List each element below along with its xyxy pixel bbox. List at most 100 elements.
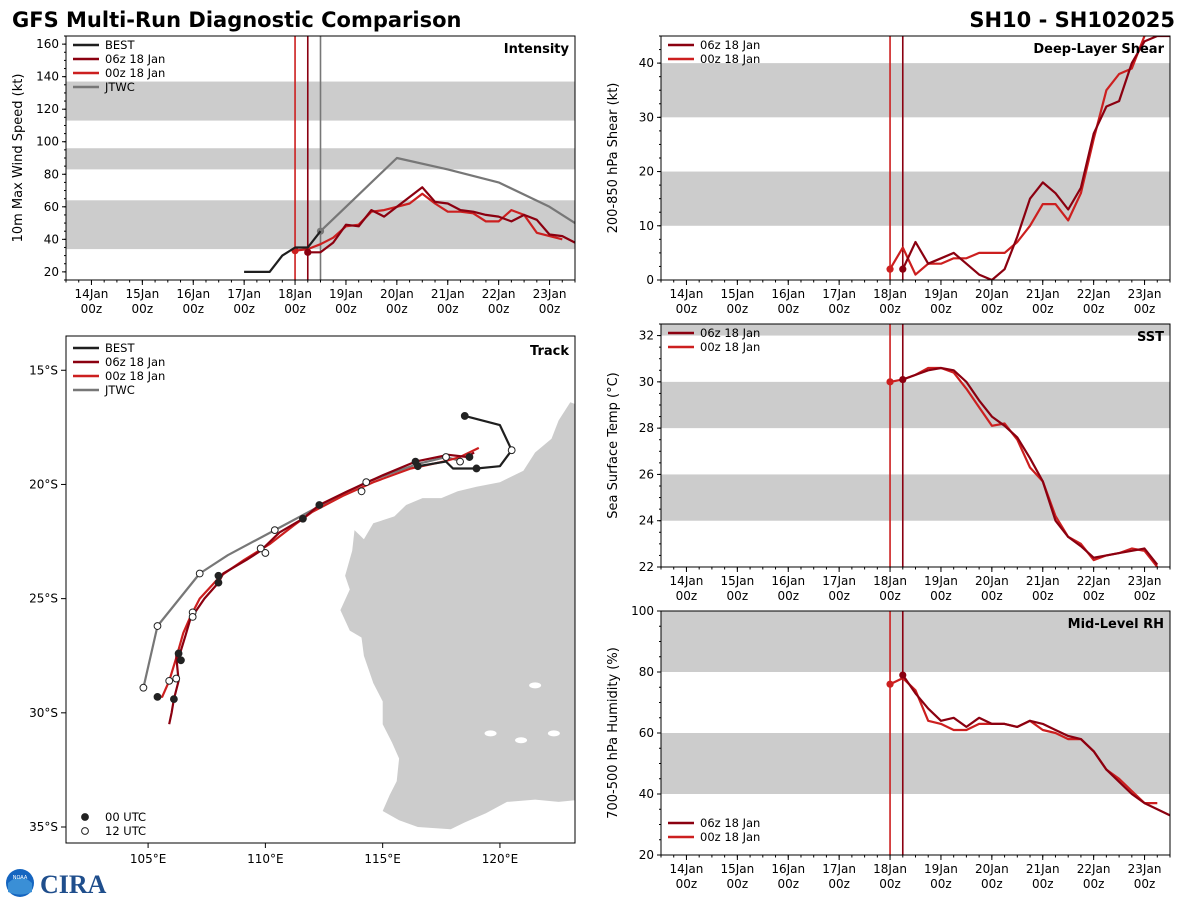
track-ytick-label: 15°S xyxy=(29,363,58,377)
rh-panel: 2040608010014Jan00z15Jan00z16Jan00z17Jan… xyxy=(606,604,1171,891)
shear-xtick-label-hour: 00z xyxy=(930,302,952,316)
intensity-plot-area xyxy=(66,36,575,280)
sst-xtick-label-hour: 00z xyxy=(981,589,1003,603)
track-legend-label: 00z 18 Jan xyxy=(105,369,165,383)
track-legend-label: JTWC xyxy=(104,383,135,397)
sst-panel: 22242628303214Jan00z15Jan00z16Jan00z17Ja… xyxy=(606,323,1171,603)
track-line-run06 xyxy=(168,451,475,725)
intensity-xtick-label-day: 19Jan xyxy=(329,287,363,301)
intensity-ytick-label: 160 xyxy=(36,37,59,51)
intensity-xtick-label-day: 18Jan xyxy=(278,287,312,301)
shear-band-0 xyxy=(661,171,1170,226)
salt-lake-0 xyxy=(529,682,542,689)
rh-xtick-label-day: 14Jan xyxy=(670,862,704,876)
sst-ytick-label: 30 xyxy=(639,375,654,389)
intensity-ytick-label: 80 xyxy=(44,167,59,181)
track-line-jtwc xyxy=(142,455,463,688)
intensity-xtick-label-hour: 00z xyxy=(539,302,561,316)
track-marker-00utc xyxy=(411,457,420,466)
track-ytick-label: 25°S xyxy=(29,592,58,606)
rh-xtick-label-hour: 00z xyxy=(1083,877,1105,891)
intensity-xtick-label-day: 15Jan xyxy=(125,287,159,301)
shear-title: Deep-Layer Shear xyxy=(1033,42,1164,57)
rh-title: Mid-Level RH xyxy=(1068,617,1164,632)
rh-xtick-label-day: 15Jan xyxy=(720,862,754,876)
track-marker-12utc xyxy=(507,446,516,455)
track-ytick-label: 35°S xyxy=(29,820,58,834)
rh-band-1 xyxy=(661,611,1170,672)
sst-xtick-label-day: 21Jan xyxy=(1026,574,1060,588)
rh-ylabel: 700-500 hPa Humidity (%) xyxy=(606,647,621,819)
shear-xtick-label-day: 19Jan xyxy=(924,287,958,301)
track-marker-12utc xyxy=(270,526,279,535)
shear-ytick-label: 20 xyxy=(639,165,654,179)
intensity-xtick-label-day: 21Jan xyxy=(431,287,465,301)
salt-lake-1 xyxy=(515,737,528,744)
intensity-legend-label: JTWC xyxy=(104,80,135,94)
rh-start-marker-run06 xyxy=(899,671,907,679)
cira-logo-text: CIRA xyxy=(40,870,107,899)
sst-xtick-label-hour: 00z xyxy=(879,589,901,603)
track-frame xyxy=(65,335,576,844)
rh-ytick-label: 40 xyxy=(639,787,654,801)
track-legend-marker xyxy=(81,827,89,835)
intensity-legend-label: 06z 18 Jan xyxy=(105,52,165,66)
track-legend-marker xyxy=(81,813,89,821)
track-marker-12utc xyxy=(195,569,204,578)
intensity-series-best xyxy=(244,230,322,273)
rh-band-0 xyxy=(661,733,1170,794)
noaa-logo-text: NOAA xyxy=(13,875,28,881)
track-ytick-label: 30°S xyxy=(29,706,58,720)
shear-start-marker-run00 xyxy=(886,265,894,273)
intensity-xtick-label-hour: 00z xyxy=(182,302,204,316)
rh-start-marker-run00 xyxy=(886,680,894,688)
track-legend-label: 06z 18 Jan xyxy=(105,355,165,369)
sst-ytick-label: 28 xyxy=(639,421,654,435)
track-xtick-label: 105°E xyxy=(130,852,167,866)
shear-ytick-label: 10 xyxy=(639,219,654,233)
track-xtick-label: 115°E xyxy=(364,852,401,866)
track-marker-12utc xyxy=(442,453,450,461)
intensity-xtick-label-hour: 00z xyxy=(437,302,459,316)
track-marker-00utc xyxy=(299,514,307,523)
rh-ytick-label: 80 xyxy=(639,665,654,679)
track-line-best xyxy=(417,414,513,470)
sst-xtick-label-hour: 00z xyxy=(676,589,698,603)
rh-xtick-label-hour: 00z xyxy=(676,877,698,891)
track-plot-area xyxy=(139,402,575,830)
shear-xtick-label-hour: 00z xyxy=(676,302,698,316)
intensity-xtick-label-day: 22Jan xyxy=(482,287,516,301)
rh-xtick-label-day: 21Jan xyxy=(1026,862,1060,876)
rh-xtick-label-day: 16Jan xyxy=(771,862,805,876)
rh-xtick-label-day: 20Jan xyxy=(975,862,1009,876)
sst-start-marker-run00 xyxy=(886,378,894,386)
australia-landmass xyxy=(340,402,575,830)
sst-xtick-label-hour: 00z xyxy=(1032,589,1054,603)
sst-start-marker-run06 xyxy=(899,375,907,384)
track-legend-label: BEST xyxy=(105,341,135,355)
storm-id: SH10 - SH102025 xyxy=(969,8,1175,32)
rh-xtick-label-day: 18Jan xyxy=(873,862,907,876)
sst-xtick-label-day: 22Jan xyxy=(1077,574,1111,588)
intensity-ytick-label: 60 xyxy=(44,200,59,214)
sst-xtick-label-day: 16Jan xyxy=(771,574,805,588)
sst-frame xyxy=(660,323,1171,568)
intensity-panel: 2040608010012014016014Jan00z15Jan00z16Ja… xyxy=(11,35,576,316)
sst-xtick-label-day: 17Jan xyxy=(822,574,856,588)
rh-ytick-label: 60 xyxy=(639,726,654,740)
intensity-legend-label: 00z 18 Jan xyxy=(105,66,165,80)
sst-legend-label: 06z 18 Jan xyxy=(700,326,760,340)
rh-xtick-label-day: 22Jan xyxy=(1077,862,1111,876)
intensity-series-jtwc xyxy=(319,156,575,232)
cira-logo: NOAA CIRA xyxy=(6,869,107,899)
shear-xtick-label-day: 21Jan xyxy=(1026,287,1060,301)
shear-xtick-label-day: 18Jan xyxy=(873,287,907,301)
sst-title: SST xyxy=(1137,330,1164,345)
track-marker-12utc xyxy=(139,683,148,692)
sst-xtick-label-day: 23Jan xyxy=(1128,574,1162,588)
sst-ytick-label: 22 xyxy=(639,560,654,574)
track-marker-00utc xyxy=(169,695,178,704)
track-marker-12utc xyxy=(153,622,162,630)
track-marker-00utc xyxy=(472,464,481,473)
rh-xtick-label-hour: 00z xyxy=(1032,877,1054,891)
